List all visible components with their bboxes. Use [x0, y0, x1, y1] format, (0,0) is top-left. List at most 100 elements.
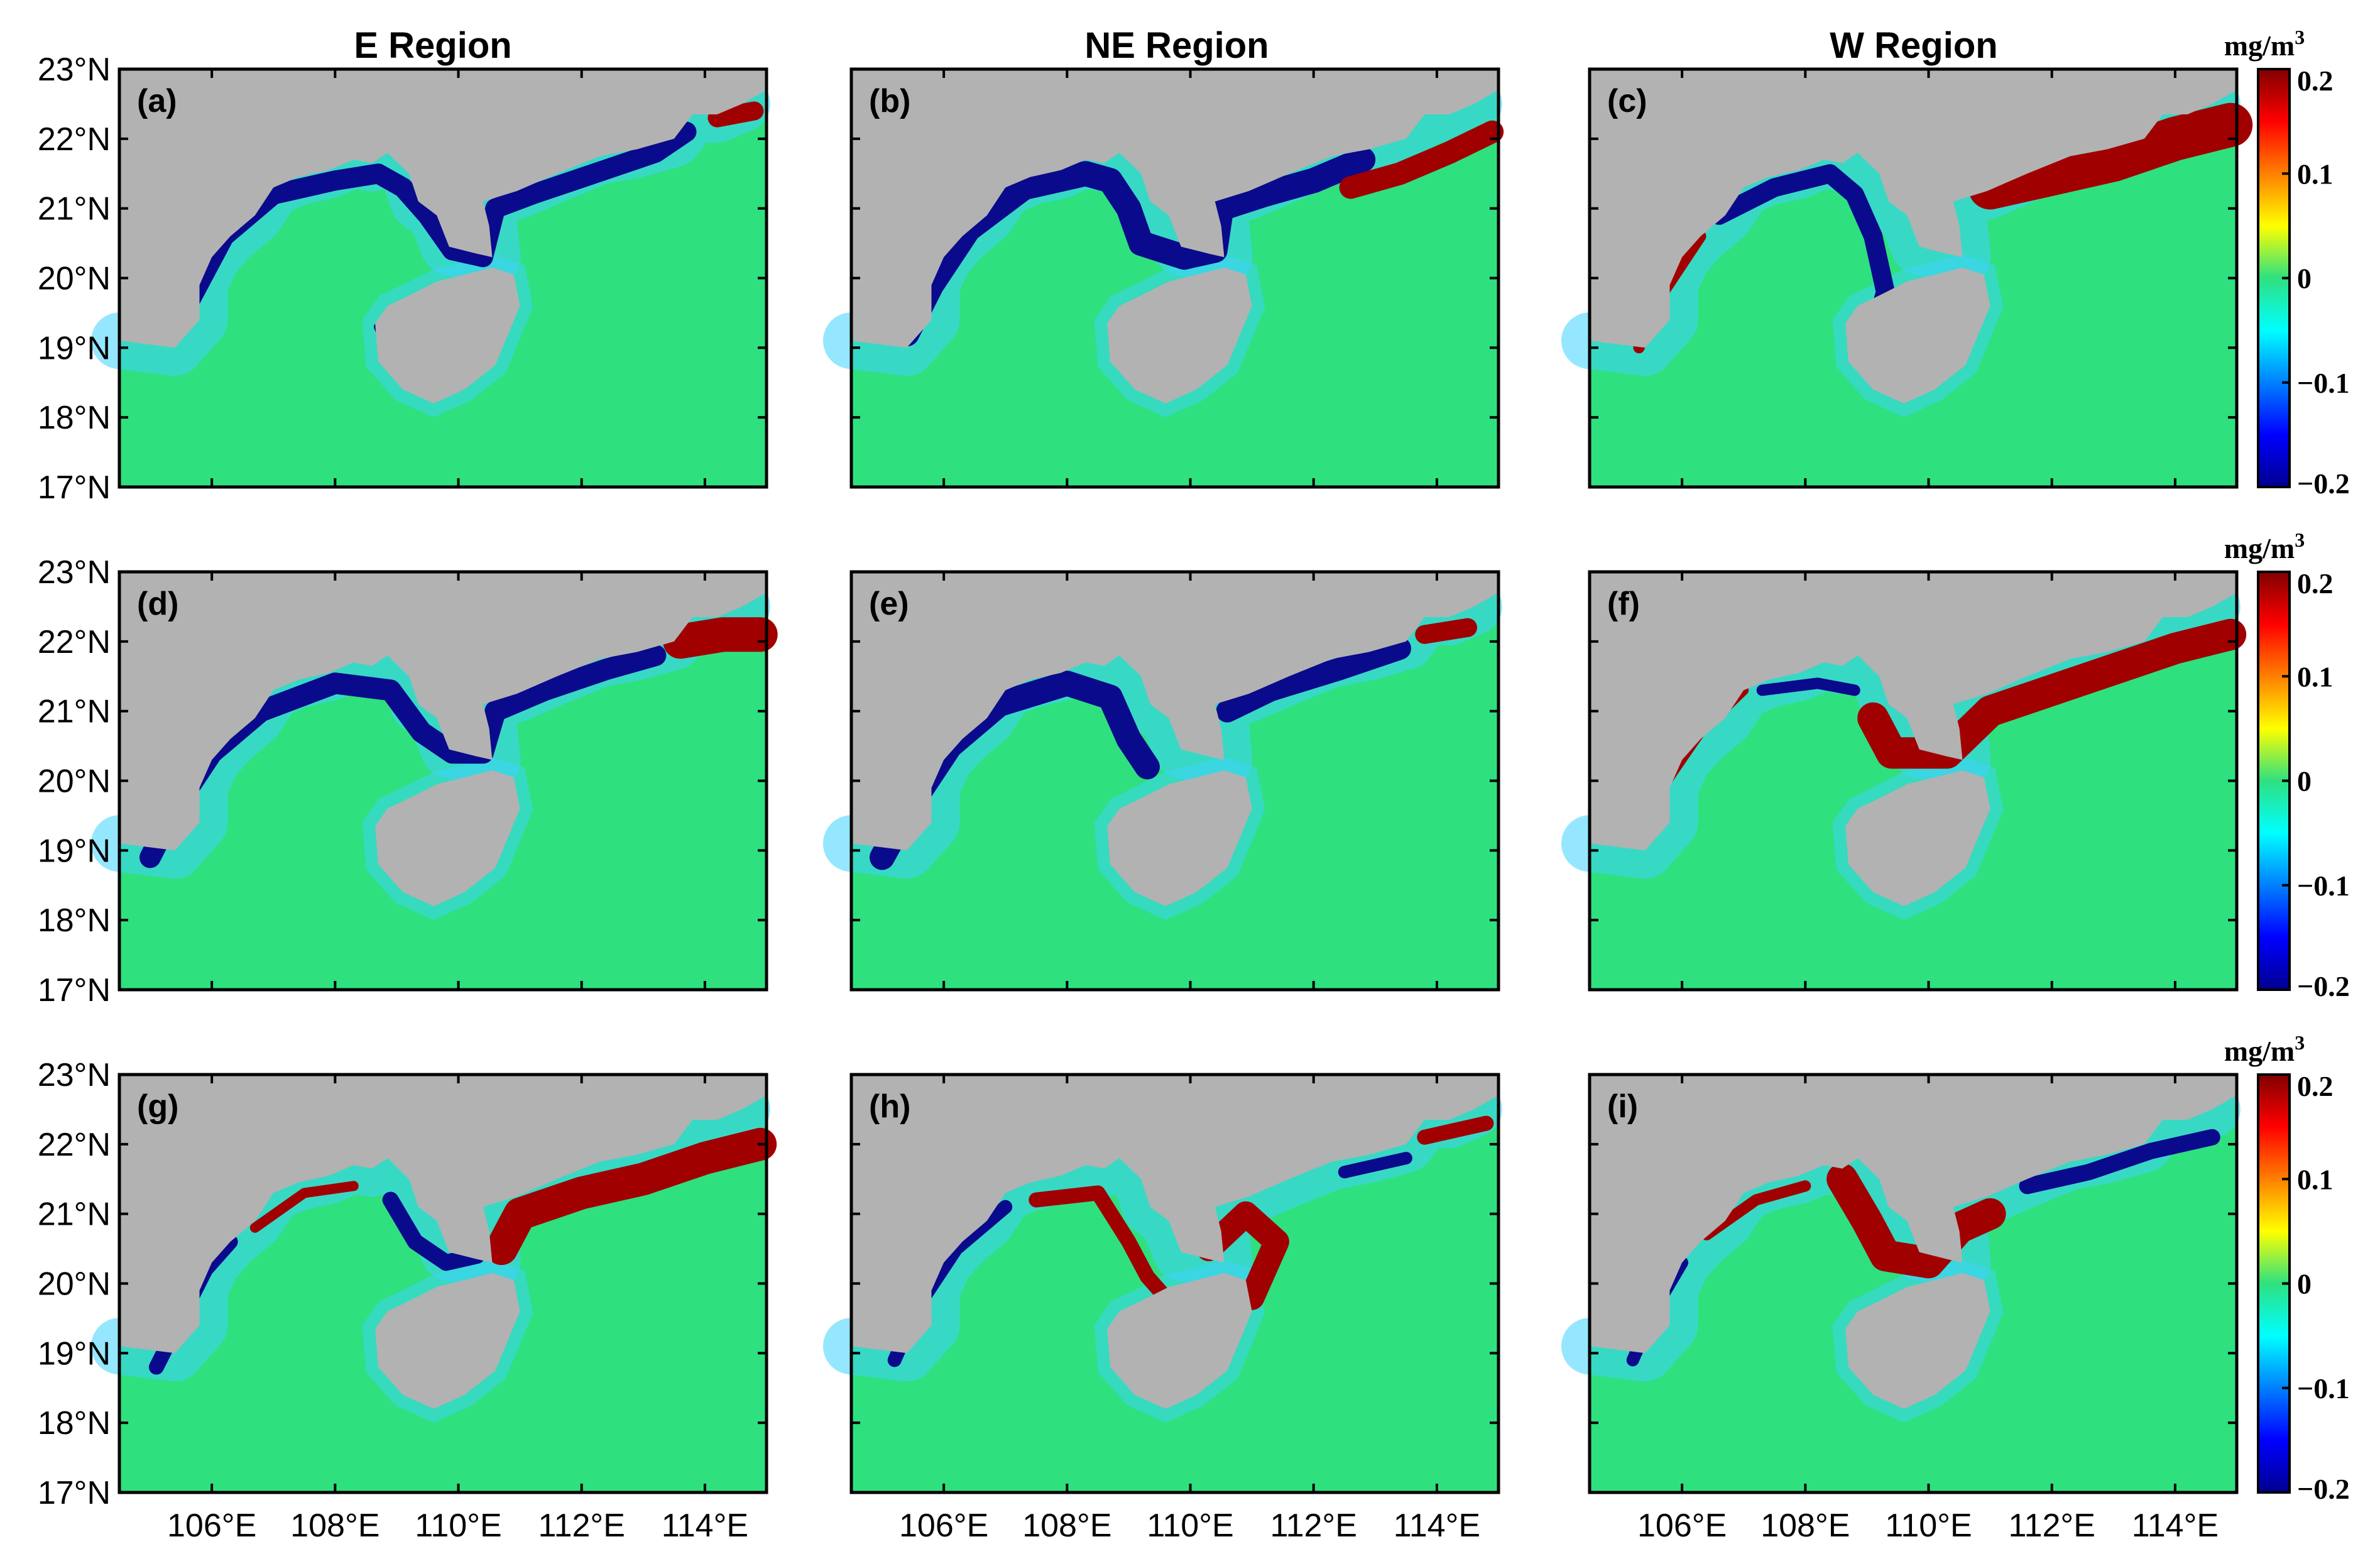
lat-tick-label: 22°N — [38, 121, 111, 158]
colorbar-tick-label: −0.2 — [2297, 468, 2350, 500]
positive-anomaly-band — [1826, 1163, 2006, 1279]
panel-label: (h) — [869, 1088, 910, 1125]
positive-anomaly-band — [1417, 1115, 1494, 1145]
lat-tick-label: 19°N — [38, 1335, 111, 1372]
colorbar-tick-label: 0 — [2297, 765, 2312, 797]
lat-tick-label: 21°N — [38, 1196, 111, 1233]
lon-tick-label: 106°E — [1637, 1508, 1727, 1544]
lon-tick-label: 108°E — [1760, 1508, 1850, 1544]
lat-tick-label: 17°N — [38, 972, 111, 1009]
colorbar-tick-label: −0.2 — [2297, 1473, 2350, 1505]
map-panel-e: (e) — [823, 570, 1502, 992]
lat-tick-label: 20°N — [38, 1266, 111, 1303]
mainland-mask — [851, 572, 1498, 851]
lon-tick-label: 108°E — [290, 1508, 379, 1544]
lat-tick-label: 18°N — [38, 400, 111, 436]
colorbar-tick-label: 0.2 — [2297, 1070, 2334, 1102]
hainan-island — [1845, 267, 1990, 403]
negative-anomaly-band — [1756, 677, 1860, 696]
panel-label: (i) — [1607, 1088, 1638, 1125]
panel-label: (b) — [869, 83, 910, 119]
hainan-island — [1107, 267, 1252, 403]
lat-tick-label: 22°N — [38, 624, 111, 660]
lon-tick-label: 106°E — [167, 1508, 256, 1544]
lat-tick-label: 17°N — [38, 1475, 111, 1511]
negative-anomaly-band — [1710, 164, 1895, 344]
lon-tick-label: 114°E — [1394, 1508, 1480, 1544]
positive-anomaly-band — [1029, 1185, 1174, 1305]
colorbar-tick-label: −0.1 — [2297, 1372, 2350, 1404]
mainland-mask — [1590, 572, 2237, 851]
hainan-island — [1845, 770, 1990, 906]
map-panel-g: (g) 23°N 22°N 21°N 20°N 19°N 18°N 17°N 106°E 108°… — [38, 1057, 777, 1544]
hainan-island — [375, 1273, 520, 1409]
colorbar-unit: mg/m3 — [2224, 1031, 2305, 1067]
colorbar: mg/m30.2 0.1 0 −0.1 −0.2 — [2224, 26, 2350, 500]
positive-anomaly-band — [1196, 1201, 1289, 1310]
mainland-mask — [851, 69, 1498, 348]
positive-anomaly-band — [1701, 1180, 1811, 1240]
lat-tick-label: 21°N — [38, 191, 111, 227]
lat-tick-label: 17°N — [38, 469, 111, 506]
negative-anomaly-band — [2019, 1129, 2220, 1195]
panel-label: (e) — [869, 586, 909, 622]
lon-tick-label: 108°E — [1022, 1508, 1111, 1544]
lat-tick-label: 21°N — [38, 694, 111, 730]
negative-anomaly-band — [1216, 637, 1411, 723]
negative-anomaly-band — [1338, 1152, 1412, 1179]
mainland-mask — [119, 1075, 767, 1354]
lat-tick-label: 18°N — [38, 902, 111, 939]
colorbar-tick-label: 0.2 — [2297, 65, 2334, 97]
hainan-island — [1845, 1273, 1990, 1409]
lat-tick-label: 22°N — [38, 1127, 111, 1163]
colorbar-unit: mg/m3 — [2224, 528, 2305, 564]
panel-label: (a) — [137, 83, 177, 119]
map-panel-d: (d) 23°N 22°N 21°N 20°N 19°N 18°N 17°N — [38, 554, 778, 1009]
lon-tick-label: 112°E — [538, 1508, 625, 1544]
mainland-mask — [1590, 69, 2237, 348]
lon-tick-label: 114°E — [2132, 1508, 2219, 1544]
mainland-mask — [1590, 1075, 2237, 1354]
lon-tick-label: 112°E — [2009, 1508, 2095, 1544]
positive-anomaly-band — [663, 617, 778, 659]
lon-tick-label: 114°E — [662, 1508, 748, 1544]
colorbar: mg/m30.2 0.1 0 −0.1 −0.2 — [2224, 1031, 2350, 1505]
lon-tick-label: 106°E — [899, 1508, 988, 1544]
hainan-island — [375, 770, 520, 906]
positive-anomaly-band — [1339, 120, 1504, 199]
panel-label: (c) — [1607, 83, 1647, 119]
lat-tick-label: 20°N — [38, 764, 111, 800]
map-panel-i: (i) 106°E 108°E 110°E 112°E 114°E — [1561, 1073, 2241, 1544]
colorbar-tick-label: −0.1 — [2297, 870, 2350, 902]
mainland-mask — [851, 1075, 1498, 1354]
mainland-mask — [119, 572, 767, 851]
positive-anomaly-band — [249, 1181, 359, 1233]
negative-anomaly-band — [382, 1191, 485, 1271]
lat-tick-label: 23°N — [38, 52, 111, 88]
mainland-mask — [119, 69, 767, 348]
lon-tick-label: 110°E — [415, 1508, 501, 1544]
colorbar-unit: mg/m3 — [2224, 26, 2305, 62]
colorbar-tick-label: 0.2 — [2297, 567, 2334, 599]
map-panel-c: (c) — [1561, 67, 2253, 489]
lat-tick-label: 18°N — [38, 1405, 111, 1442]
panel-label: (g) — [137, 1088, 178, 1125]
colorbar-tick-label: 0.1 — [2297, 660, 2334, 692]
hainan-island — [1107, 1273, 1252, 1409]
negative-anomaly-band — [177, 121, 697, 316]
hainan-island — [375, 267, 520, 403]
lat-tick-label: 19°N — [38, 330, 111, 366]
colorbar-tick-label: −0.2 — [2297, 970, 2350, 1002]
colorbar-tick-label: 0 — [2297, 1268, 2312, 1300]
column-title-e-region: E Region — [354, 25, 511, 66]
map-panel-a: (a) 23°N 22°N 21°N 20°N 19°N 18°N 17°N — [38, 52, 770, 506]
lat-tick-label: 23°N — [38, 1057, 111, 1093]
lat-tick-label: 23°N — [38, 554, 111, 591]
positive-anomaly-band — [707, 101, 764, 128]
colorbar-tick-label: 0.1 — [2297, 1163, 2334, 1195]
lon-tick-label: 110°E — [1885, 1508, 1972, 1544]
colorbar-tick-label: −0.1 — [2297, 367, 2350, 399]
positive-anomaly-band — [1857, 618, 2247, 769]
column-title-w-region: W Region — [1830, 25, 1997, 66]
